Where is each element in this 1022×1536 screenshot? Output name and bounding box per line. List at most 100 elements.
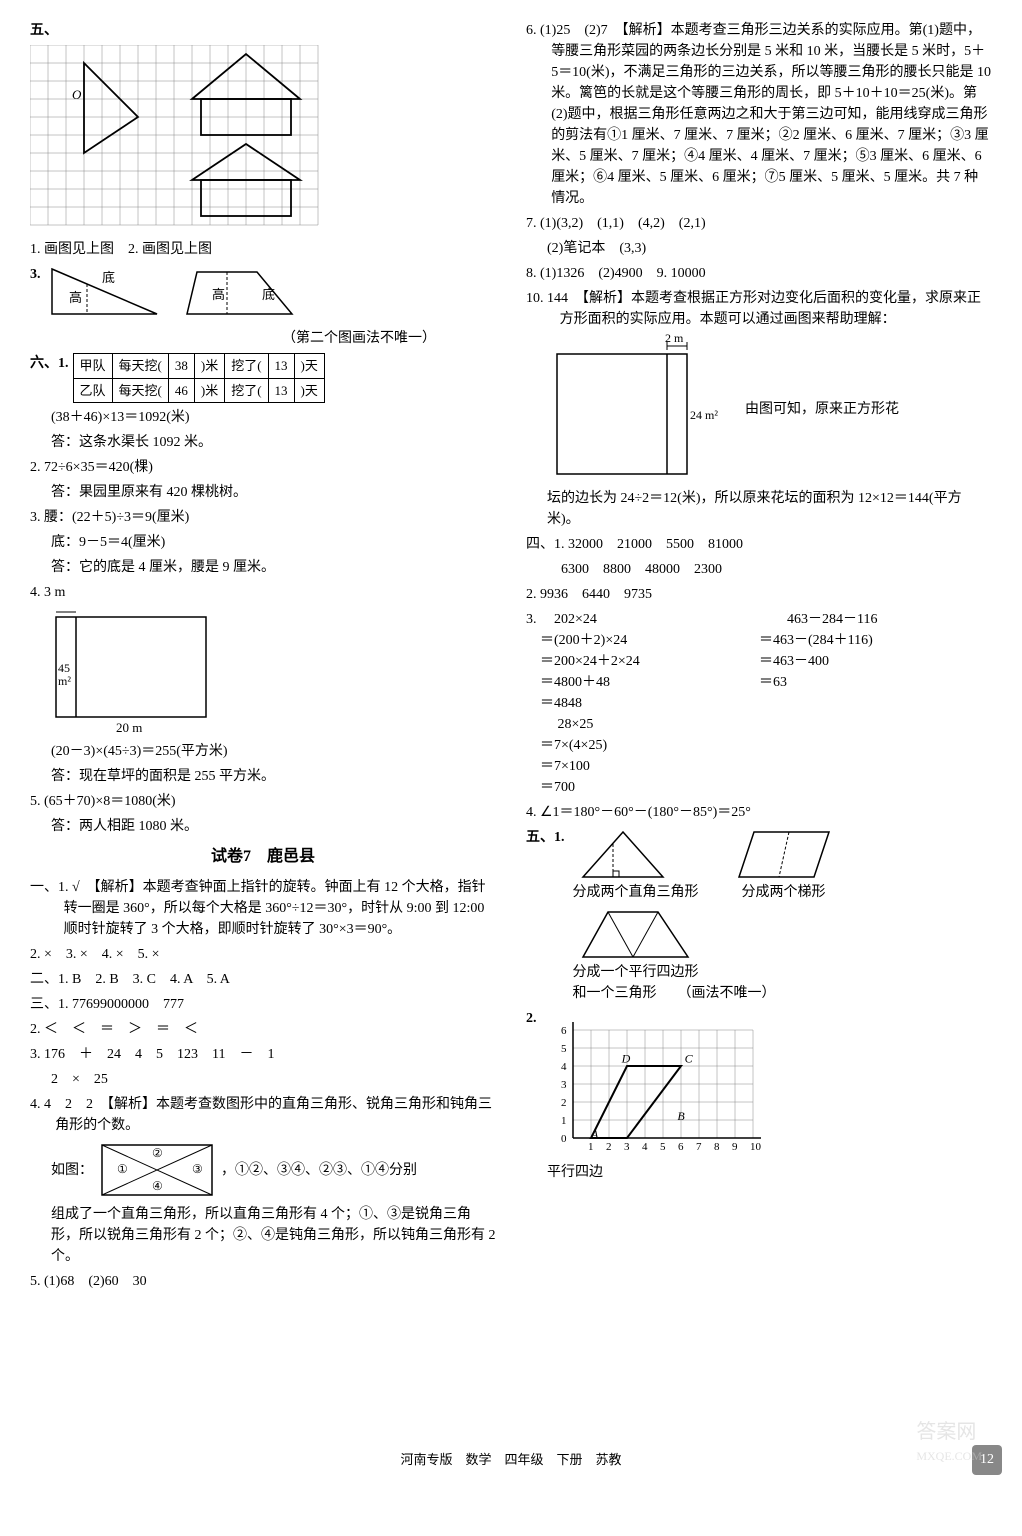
- label: 3.: [30, 264, 41, 285]
- q3-note: （第二个图画法不唯一）: [30, 328, 496, 349]
- s3-3a: 3. 176 ＋ 24 4 5 123 11 － 1: [30, 1044, 496, 1065]
- svg-text:4: 4: [642, 1141, 648, 1153]
- s3-2: 2. ＜ ＜ ＝ ＞ ＝ ＜: [30, 1019, 496, 1040]
- svg-text:3: 3: [624, 1141, 630, 1153]
- s3-3b: 2 × 25: [30, 1069, 496, 1090]
- q5-header: 五、: [30, 20, 496, 41]
- post: ，①②、③④、②③、①④分别: [221, 1160, 417, 1181]
- svg-text:m²: m²: [58, 674, 71, 688]
- p2b: 答：果园里原来有 420 棵桃树。: [30, 482, 496, 503]
- s4-1b: 6300 8800 48000 2300: [526, 559, 992, 580]
- s4-3: 3. 202×24 ＝(200＋2)×24 ＝200×24＋2×24 ＝4800…: [526, 609, 992, 798]
- coord-grid-svg: 012345612345678910ABCD: [543, 1008, 763, 1158]
- p5b: 答：两人相距 1080 米。: [30, 816, 496, 837]
- svg-text:1: 1: [588, 1141, 594, 1153]
- r6: 6. (1)25 (2)7 【解析】本题考查三角形三边关系的实际应用。第(1)题…: [526, 20, 992, 209]
- svg-text:D: D: [620, 1051, 630, 1065]
- s1-1: 一、1. √ 【解析】本题考查钟面上指针的旋转。钟面上有 12 个大格，指针转一…: [30, 877, 496, 940]
- label: 2.: [526, 1008, 537, 1029]
- svg-text:9: 9: [732, 1141, 738, 1153]
- rect-x-svg: ① ② ③ ④: [97, 1140, 217, 1200]
- s3-4b: 组成了一个直角三角形，所以直角三角形有 4 个；①、③是锐角三角形，所以锐角三角…: [30, 1204, 496, 1267]
- svg-text:C: C: [684, 1051, 693, 1065]
- svg-text:3: 3: [561, 1079, 567, 1091]
- svg-text:4: 4: [561, 1061, 567, 1073]
- footer: 河南专版 数学 四年级 下册 苏教 12: [30, 1450, 992, 1470]
- svg-text:5: 5: [660, 1141, 666, 1153]
- svg-text:高: 高: [212, 287, 225, 302]
- lawn-rect-svg: 45m² 20 m: [51, 607, 221, 737]
- pre: 如图：: [51, 1160, 93, 1181]
- svg-text:底: 底: [262, 287, 275, 302]
- svg-text:④: ④: [152, 1179, 163, 1193]
- s5-2-row: 2. 012345612345678910ABCD: [526, 1008, 992, 1158]
- label: 六、1.: [30, 353, 69, 374]
- calc-right: 463－284－116＝463－(284＋116)＝463－400＝63: [759, 609, 992, 798]
- r5: 5. (1)68 (2)60 30: [30, 1271, 496, 1292]
- p4-label: 4. 3 m: [30, 582, 496, 603]
- t1: (38＋46)×13＝1092(米): [30, 407, 496, 428]
- svg-text:B: B: [677, 1109, 685, 1123]
- bottom-cap1: 分成一个平行四边形: [573, 962, 839, 983]
- svg-text:②: ②: [152, 1146, 163, 1160]
- s1-2: 2. × 3. × 4. × 5. ×: [30, 944, 496, 965]
- paper-title: 试卷7 鹿邑县: [30, 845, 496, 869]
- s3-1: 三、1. 77699000000 777: [30, 994, 496, 1015]
- page-number: 12: [972, 1445, 1002, 1475]
- trapezoid-1: [573, 907, 703, 962]
- s4-1a: 四、1. 32000 21000 5500 81000: [526, 534, 992, 555]
- p3c: 答：它的底是 4 厘米，腰是 9 厘米。: [30, 557, 496, 578]
- shapes-row-2: [573, 907, 839, 962]
- t2: 答：这条水渠长 1092 米。: [30, 432, 496, 453]
- svg-text:10: 10: [750, 1141, 762, 1153]
- svg-text:底: 底: [102, 270, 115, 285]
- square-figure-row: 2 m 24 m² 由图可知，原来正方形花: [526, 334, 992, 484]
- line-1-2: 1. 画图见上图 2. 画图见上图: [30, 239, 496, 260]
- svg-text:6: 6: [561, 1025, 567, 1037]
- r10a: 10. 144 【解析】本题考查根据正方形对边变化后面积的变化量，求原来正方形面…: [526, 288, 992, 330]
- parallelogram-1: [729, 827, 839, 882]
- svg-text:24 m²: 24 m²: [690, 408, 718, 422]
- q6-table-row: 六、1. 甲队每天挖(38)米挖了(13)天乙队每天挖(46)米挖了(13)天: [30, 353, 496, 403]
- svg-text:6: 6: [678, 1141, 684, 1153]
- triangle-1: [573, 827, 673, 882]
- p3b: 底：9－5＝4(厘米): [30, 532, 496, 553]
- svg-text:③: ③: [192, 1162, 203, 1176]
- cap1: 分成两个直角三角形: [573, 882, 699, 903]
- p4b: 答：现在草坪的面积是 255 平方米。: [30, 766, 496, 787]
- calc-left: 3. 202×24 ＝(200＋2)×24 ＝200×24＋2×24 ＝4800…: [526, 609, 759, 798]
- p5a: 5. (65＋70)×8＝1080(米): [30, 791, 496, 812]
- r10b: 坛的边长为 24÷2＝12(米)，所以原来花坛的面积为 12×12＝144(平方…: [526, 488, 992, 530]
- s5-1-row: 五、1. 分成两个直角三角形 分成两个梯形: [526, 827, 992, 1004]
- r7b: (2)笔记本 (3,3): [526, 238, 992, 259]
- s4-2: 2. 9936 6440 9735: [526, 584, 992, 605]
- rect-figure: 45m² 20 m: [30, 607, 496, 737]
- team-table: 甲队每天挖(38)米挖了(13)天乙队每天挖(46)米挖了(13)天: [73, 353, 325, 403]
- svg-text:①: ①: [117, 1162, 128, 1176]
- square-svg: 2 m 24 m²: [547, 334, 737, 484]
- r8: 8. (1)1326 (2)4900 9. 10000: [526, 263, 992, 284]
- svg-text:0: 0: [561, 1133, 567, 1145]
- svg-text:45: 45: [58, 661, 70, 675]
- content-columns: 五、 O 1. 画图见上图 2. 画图见上图 3. 底高高底 （第二个图画法不唯…: [30, 20, 992, 1440]
- triangle-trapezoid-svg: 底高高底: [47, 264, 307, 324]
- shape2: 分成两个梯形: [729, 827, 839, 903]
- shapes-container: 分成两个直角三角形 分成两个梯形 分成一个平行四边形 和一个三: [573, 827, 839, 1004]
- shape1: 分成两个直角三角形: [573, 827, 699, 903]
- svg-text:2: 2: [606, 1141, 612, 1153]
- side-text: 由图可知，原来正方形花: [745, 399, 899, 420]
- svg-text:1: 1: [561, 1115, 567, 1127]
- s2: 二、1. B 2. B 3. C 4. A 5. A: [30, 969, 496, 990]
- svg-text:高: 高: [69, 290, 82, 305]
- s3-4: 4. 4 2 2 【解析】本题考查数图形中的直角三角形、锐角三角形和钝角三角形的…: [30, 1094, 496, 1136]
- svg-text:A: A: [590, 1127, 599, 1141]
- q3-figure-row: 3. 底高高底: [30, 264, 496, 324]
- s5-2-ans: 平行四边: [526, 1162, 992, 1183]
- svg-text:20 m: 20 m: [116, 720, 142, 735]
- p4a: (20－3)×(45÷3)＝255(平方米): [30, 741, 496, 762]
- bottom-cap2: 和一个三角形 （画法不唯一）: [573, 983, 839, 1004]
- svg-text:7: 7: [696, 1141, 702, 1153]
- p2a: 2. 72÷6×35＝420(棵): [30, 457, 496, 478]
- svg-text:2 m: 2 m: [665, 334, 684, 345]
- svg-text:O: O: [72, 87, 82, 102]
